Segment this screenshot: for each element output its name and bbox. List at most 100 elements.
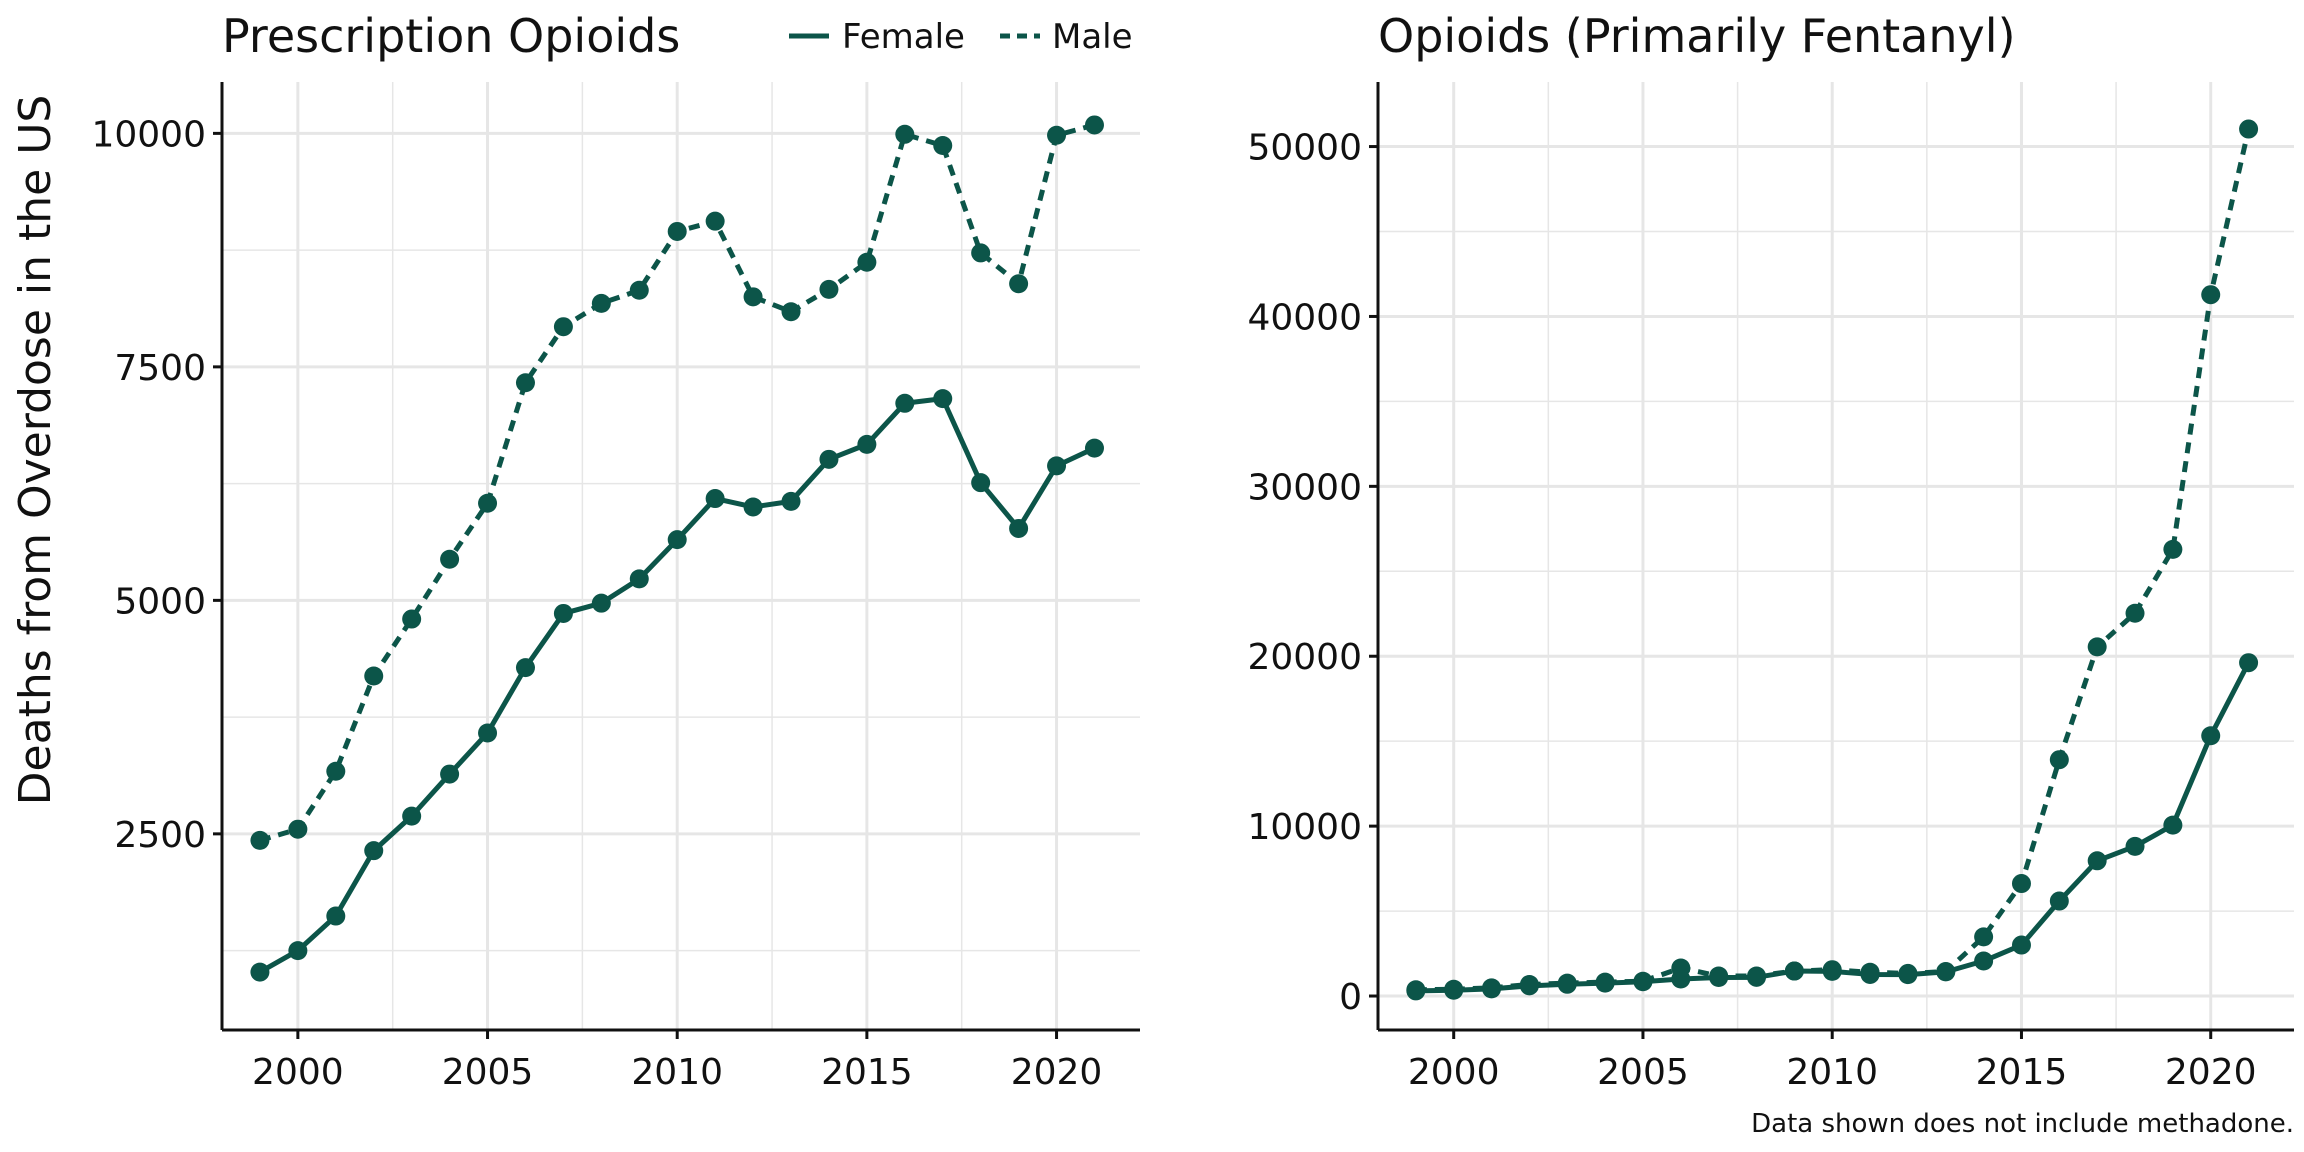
prescription-female-point [1047,456,1067,476]
prescription-male-point [971,243,991,263]
fentanyl-male-point [1747,966,1767,986]
fentanyl-male-point [1519,974,1539,994]
prescription-female-point [971,473,991,493]
legend: Female Male [789,17,1133,57]
fentanyl-male-point [2163,539,2183,559]
x-tick-label: 2015 [821,1052,913,1093]
prescription-male-point [1084,115,1104,135]
x-tick-label: 2010 [631,1052,723,1093]
prescription-male-point [629,280,649,300]
prescription-male-point [515,373,535,393]
fentanyl-male-point [1406,980,1426,1000]
prescription-male-point [819,279,839,299]
prescription-female-point [591,593,611,613]
y-tick-label: 2500 [114,815,206,856]
fentanyl-female-point [2049,891,2069,911]
prescription-male-point [781,302,801,322]
legend-female-label: Female [842,17,965,57]
fentanyl-female-point [2087,851,2107,871]
x-tick-label: 2005 [442,1052,534,1093]
prescription-male-point [1009,274,1029,294]
fentanyl-male-point [1595,972,1615,992]
prescription-male-point [440,549,460,569]
prescription-male-point [895,124,915,144]
fentanyl-panel-title: Opioids (Primarily Fentanyl) [1378,9,2016,63]
x-tick-label: 2020 [1011,1052,1103,1093]
prescription-female-point [440,764,460,784]
fentanyl-female-point [2239,653,2259,673]
prescription-female-point [667,530,687,550]
fentanyl-male-point [2049,750,2069,770]
prescription-male-point [478,493,498,513]
y-tick-label: 20000 [1247,637,1362,678]
y-tick-label: 0 [1339,977,1362,1018]
prescription-panel-title: Prescription Opioids [222,9,680,63]
fentanyl-female-point [2201,726,2221,746]
prescription-female-point [895,393,915,413]
prescription-female-point [1009,518,1029,538]
x-tick-label: 2000 [252,1052,344,1093]
fentanyl-male-point [2201,285,2221,305]
prescription-male-point [1047,125,1067,145]
fentanyl-male-point [2011,874,2031,894]
y-tick-label: 5000 [114,581,206,622]
prescription-male-point [743,287,763,307]
prescription-female-point [553,603,573,623]
x-tick-label: 2000 [1408,1052,1500,1093]
prescription-female-point [629,569,649,589]
prescription-female-point [933,389,953,409]
fentanyl-male-point [1784,961,1804,981]
y-tick-label: 50000 [1247,128,1362,169]
y-tick-label: 7500 [114,348,206,389]
fentanyl-male-point [1936,962,1956,982]
x-tick-label: 2015 [1976,1052,2068,1093]
prescription-opioids-panel: 2000 2005 2010 2015 2020 2500 5000 7500 10000 Pre… [91,9,1140,1093]
prescription-male-point [364,666,384,686]
prescription-female-point [250,962,270,982]
prescription-male-point [933,136,953,156]
fentanyl-panel: 2000 2005 2010 2015 2020 0 10000 20000 30000 4000… [1247,9,2294,1093]
fentanyl-male-point [1482,978,1502,998]
prescription-male-point [705,211,725,231]
prescription-female-point [705,489,725,509]
prescription-female-point [1084,438,1104,458]
fentanyl-male-point [2125,603,2145,623]
prescription-male-point [326,761,346,781]
prescription-female-point [364,841,384,861]
x-tick-label: 2005 [1597,1052,1689,1093]
prescription-female-point [515,658,535,678]
prescription-female-point [288,941,308,961]
prescription-male-point [402,609,422,629]
fentanyl-male-point [1860,962,1880,982]
prescription-male-point [857,252,877,272]
prescription-male-point [288,819,308,839]
prescription-male-point [250,830,270,850]
y-tick-label: 30000 [1247,467,1362,508]
fentanyl-female-point [1974,951,1994,971]
fentanyl-male-point [1444,979,1464,999]
prescription-female-point [819,449,839,469]
fentanyl-male-point [1974,927,1994,947]
fentanyl-female-point [2011,935,2031,955]
prescription-female-point [857,434,877,454]
fentanyl-male-point [1898,963,1918,983]
prescription-female-point [781,491,801,511]
y-axis-title: Deaths from Overdose in the US [10,95,61,806]
gridlines [1378,82,2294,1030]
prescription-male-point [591,293,611,313]
fentanyl-male-point [1822,960,1842,980]
fentanyl-female-point [2163,815,2183,835]
fentanyl-male-point [1709,966,1729,986]
prescription-male-point [667,221,687,241]
fentanyl-male-point [2239,119,2259,139]
legend-male-label: Male [1052,17,1133,57]
fentanyl-male-point [1633,971,1653,991]
fentanyl-male-point [2087,637,2107,657]
caption: Data shown does not include methadone. [1751,1109,2294,1139]
x-tick-label: 2010 [1786,1052,1878,1093]
prescription-female-point [478,723,498,743]
x-tick-label: 2020 [2165,1052,2257,1093]
fentanyl-male-point [1671,958,1691,978]
fentanyl-female-point [2125,836,2145,856]
